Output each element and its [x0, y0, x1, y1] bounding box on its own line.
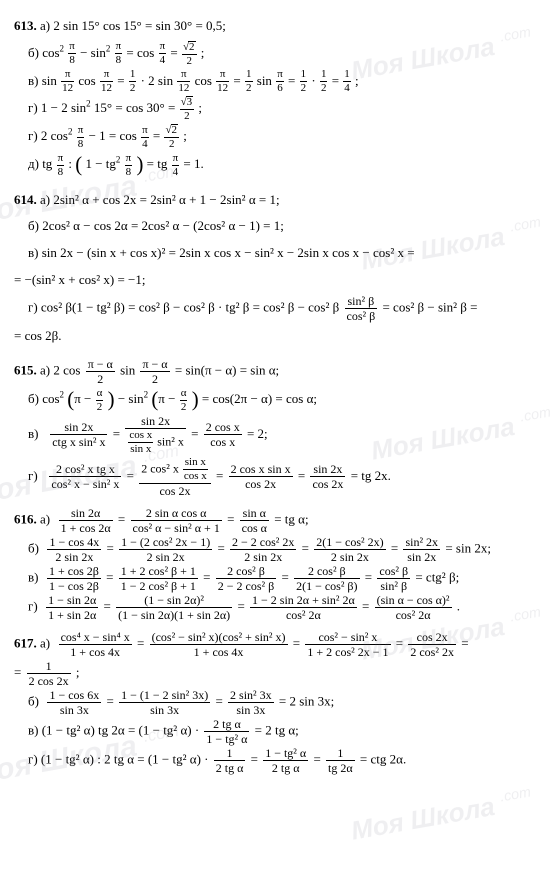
item-d: д) tg π8 : ( 1 − tg2 π8 ) = tg π4 = 1. [14, 152, 544, 178]
problem-614: 614. а) 2sin² α + cos 2x = 2sin² α + 1 −… [14, 188, 544, 348]
item-v: в) sin π12 cos π12 = 12 · 2 sin π12 cos … [14, 69, 544, 95]
problem-613: 613. а) 2 sin 15° cos 15° = sin 30° = 0,… [14, 14, 544, 178]
problem-616: 616. а) sin 2α1 + cos 2α = 2 sin α cos α… [14, 507, 544, 621]
problem-number: 613. [14, 18, 37, 33]
item-g2: г) 2 cos2 π8 − 1 = cos π4 = 22 ; [14, 124, 544, 150]
text: а) 2 sin 15° cos 15° = sin 30° = 0,5; [40, 18, 226, 33]
problem-617: 617. а) cos⁴ x − sin⁴ x1 + cos 4x = (cos… [14, 631, 544, 774]
problem-615: 615. а) 2 cos π − α2 sin π − α2 = sin(π … [14, 358, 544, 497]
item-g1: г) 1 − 2 sin2 15° = cos 30° = 32 ; [14, 96, 544, 122]
item-b: б) cos2 π8 − sin2 π8 = cos π4 = 22 ; [14, 41, 544, 67]
